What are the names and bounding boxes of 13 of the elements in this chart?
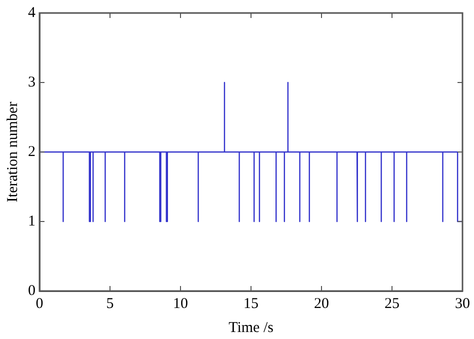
x-tick-label: 30 [455, 296, 470, 312]
y-axis-title: Iteration number [4, 102, 21, 202]
x-tick-label: 10 [173, 296, 188, 312]
y-tick-label: 0 [28, 282, 36, 299]
y-tick-label: 3 [28, 74, 36, 90]
y-tick-label: 2 [28, 144, 36, 160]
x-tick-label: 5 [106, 296, 114, 312]
x-tick-label: 20 [314, 296, 329, 312]
x-tick-label: 15 [244, 296, 258, 312]
y-tick-label: 4 [28, 4, 36, 21]
y-tick-label: 1 [28, 213, 36, 230]
x-axis-title: Time /s [228, 320, 274, 336]
x-tick-label: 25 [384, 296, 400, 312]
